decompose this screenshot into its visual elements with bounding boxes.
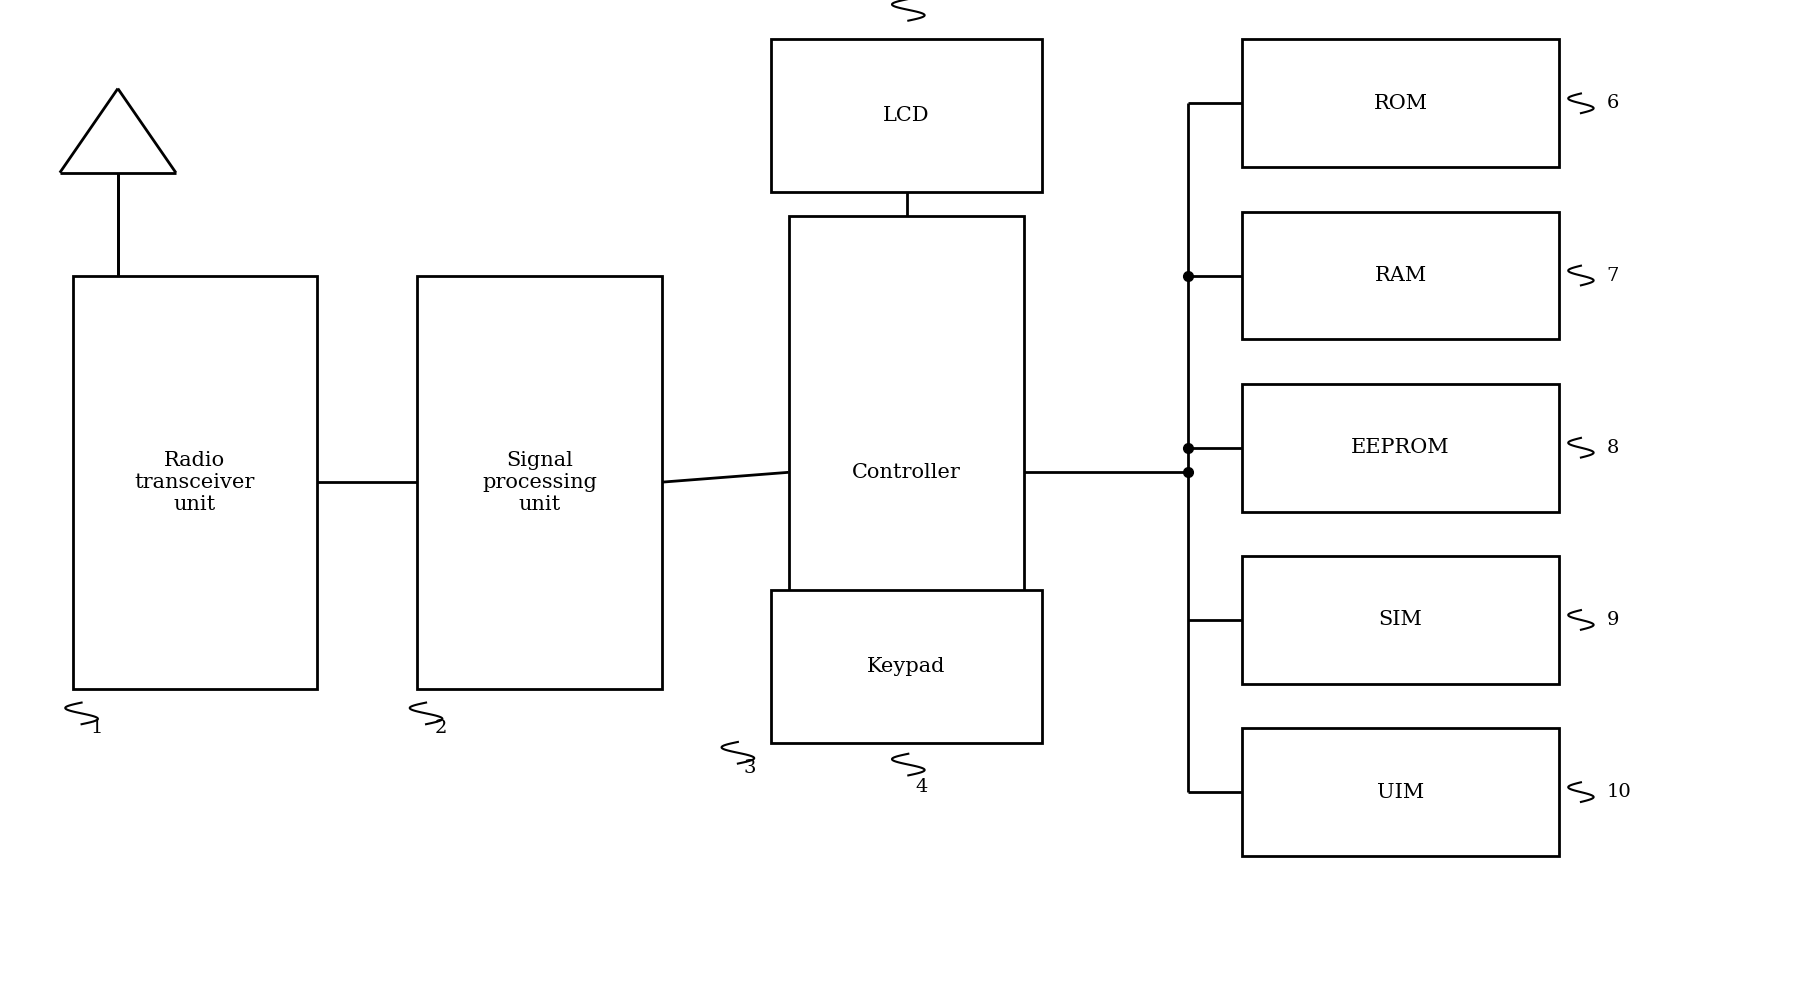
Bar <box>417 276 662 689</box>
Text: Controller: Controller <box>852 462 961 482</box>
Text: 6: 6 <box>1606 94 1619 112</box>
Text: ROM: ROM <box>1374 93 1427 113</box>
Text: 7: 7 <box>1606 267 1619 284</box>
Text: Signal
processing
unit: Signal processing unit <box>482 451 596 514</box>
Bar <box>1242 556 1559 684</box>
Text: SIM: SIM <box>1378 610 1423 630</box>
Bar <box>1242 728 1559 856</box>
Text: LCD: LCD <box>883 106 930 125</box>
Bar <box>771 590 1042 743</box>
Bar <box>1242 384 1559 512</box>
Text: 4: 4 <box>916 778 928 796</box>
Text: 9: 9 <box>1606 611 1619 629</box>
Bar <box>1242 212 1559 339</box>
Text: 10: 10 <box>1606 783 1632 801</box>
Text: RAM: RAM <box>1374 266 1427 285</box>
Text: EEPROM: EEPROM <box>1351 438 1450 458</box>
Bar <box>789 216 1024 728</box>
Text: Keypad: Keypad <box>867 657 946 676</box>
Bar <box>771 39 1042 192</box>
Text: 3: 3 <box>743 759 756 776</box>
Text: 8: 8 <box>1606 439 1619 457</box>
Text: 1: 1 <box>91 719 103 737</box>
Bar <box>1242 39 1559 167</box>
Text: UIM: UIM <box>1378 782 1423 802</box>
Bar <box>73 276 317 689</box>
Text: 2: 2 <box>435 719 448 737</box>
Text: Radio
transceiver
unit: Radio transceiver unit <box>134 451 256 514</box>
